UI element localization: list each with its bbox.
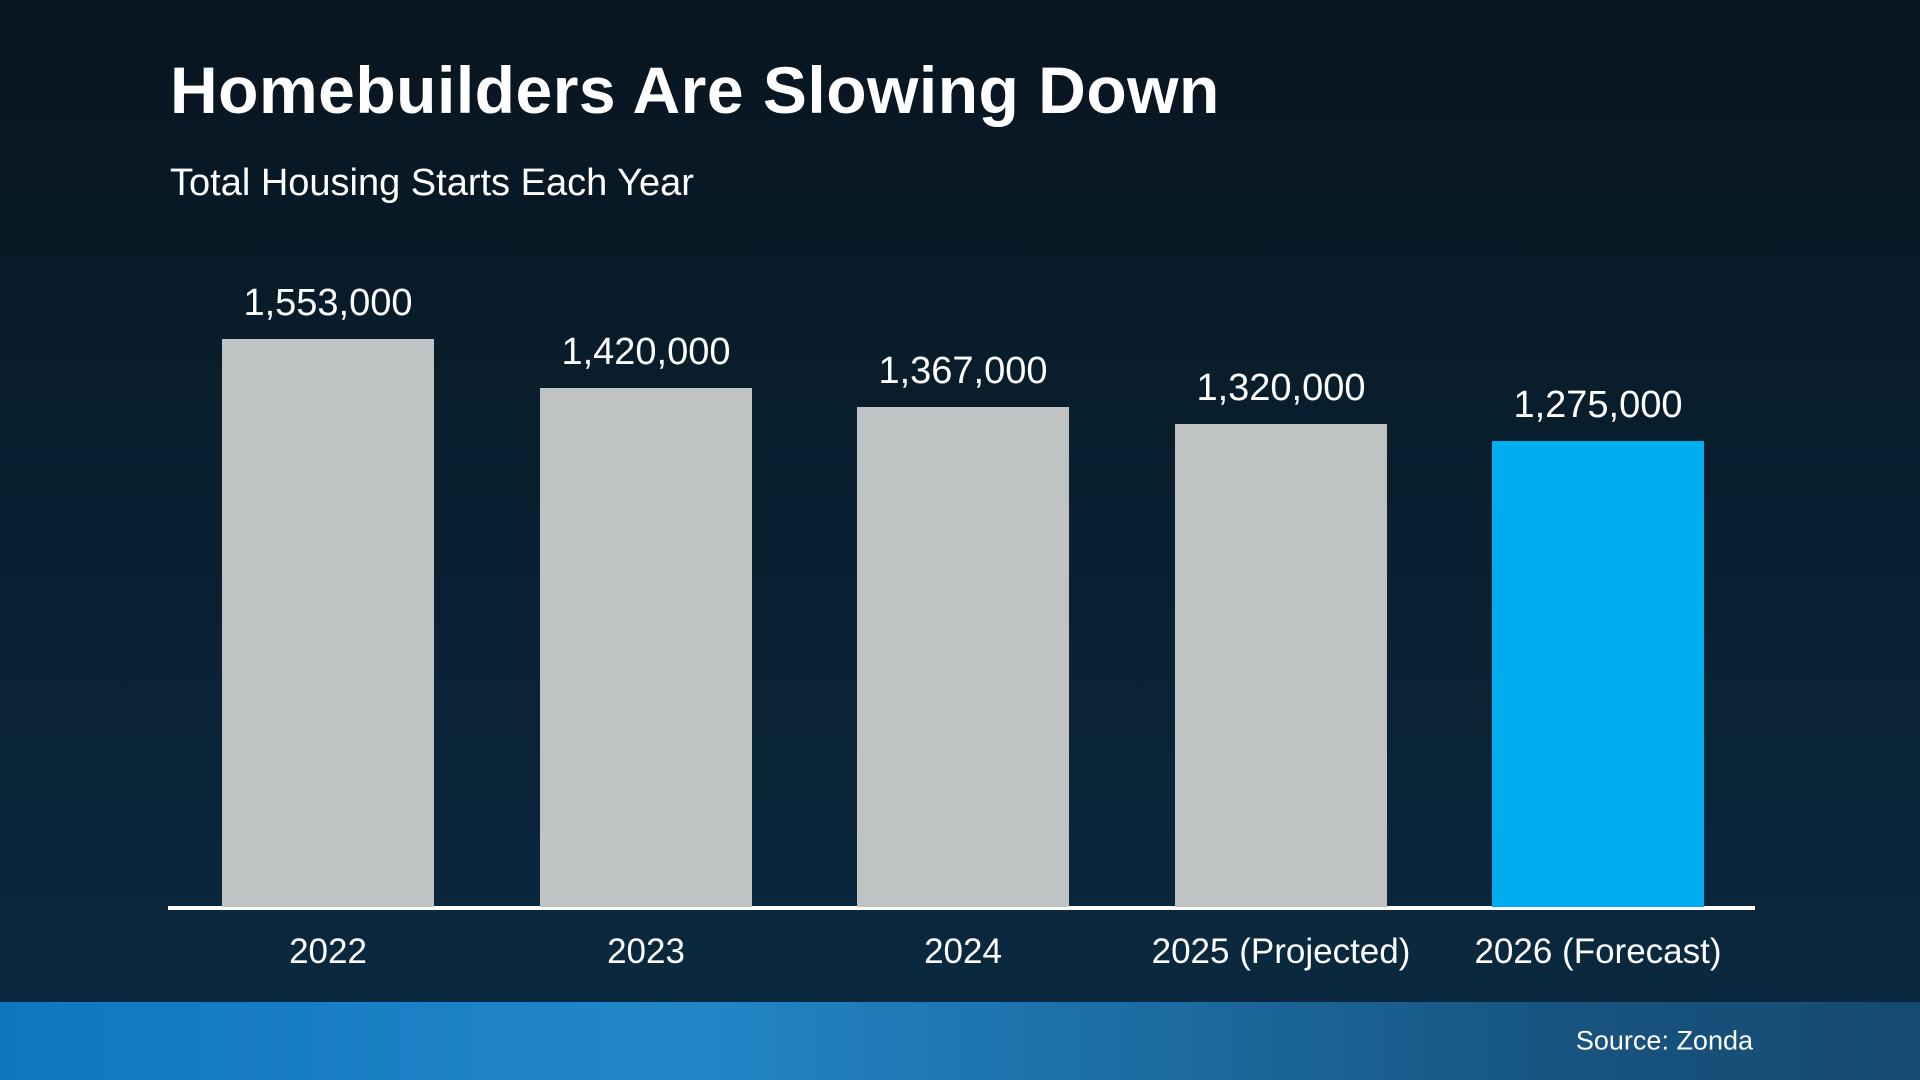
bar-value-label: 1,420,000: [561, 331, 731, 373]
plot-area: 1,553,000 2022 1,420,000 2023 1,367,000 2024 1…: [168, 282, 1755, 971]
bar-group: 1,367,000 2024: [857, 339, 1069, 971]
bar: [222, 339, 434, 907]
bar: [540, 388, 752, 907]
bar-group: 1,553,000 2022: [222, 282, 434, 971]
bar-category-label: 2023: [607, 932, 685, 971]
page-subtitle: Total Housing Starts Each Year: [170, 162, 694, 204]
bar-value-label: 1,553,000: [243, 282, 413, 324]
bar-value-label: 1,320,000: [1196, 367, 1366, 409]
bar-category-label: 2024: [924, 932, 1002, 971]
page-title: Homebuilders Are Slowing Down: [170, 53, 1220, 127]
bar-category-label: 2026 (Forecast): [1474, 932, 1722, 971]
x-axis-line: [168, 906, 1755, 910]
bar-category-label: 2025 (Projected): [1151, 932, 1411, 971]
bar-group: 1,275,000 2026 (Forecast): [1474, 339, 1721, 971]
bar-group: 1,420,000 2023: [540, 331, 752, 971]
bar: [1175, 424, 1387, 907]
bar-category-label: 2022: [289, 932, 367, 971]
bar-group: 1,320,000 2025 (Projected): [1152, 339, 1411, 971]
source-text: Source: Zonda: [1575, 1025, 1753, 1056]
bar: [857, 407, 1069, 907]
bar-value-label: 1,275,000: [1513, 384, 1683, 426]
footer-band: Source: Zonda: [0, 1002, 1920, 1080]
bar: [1492, 441, 1704, 907]
bar-value-label: 1,367,000: [878, 350, 1048, 392]
